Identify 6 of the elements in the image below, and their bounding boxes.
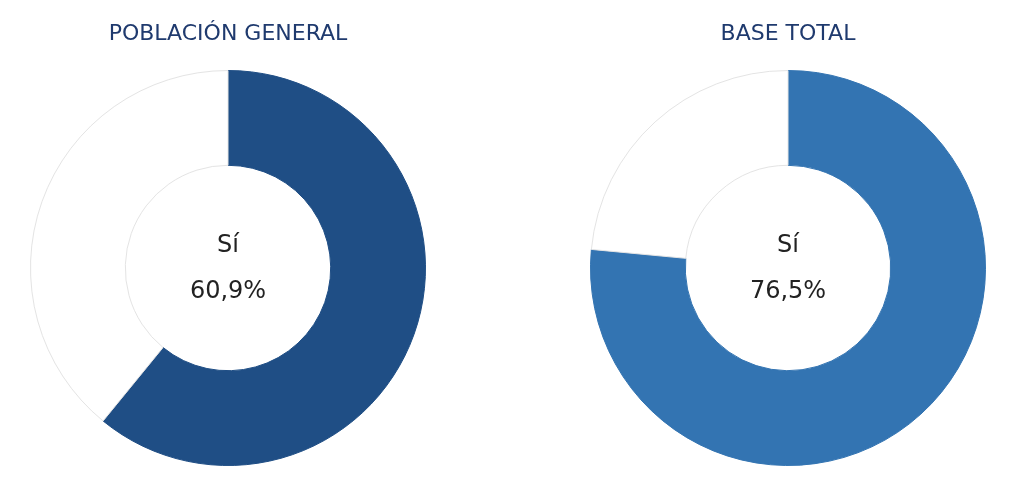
data-label: 76,5%	[749, 276, 827, 305]
slice-label: Sí	[777, 230, 801, 259]
chart-title: BASE TOTAL	[719, 19, 857, 47]
data-label: 60,9%	[189, 276, 267, 305]
chart-title: POBLACIÓN GENERAL	[107, 19, 349, 47]
slice-label: Sí	[217, 230, 241, 259]
